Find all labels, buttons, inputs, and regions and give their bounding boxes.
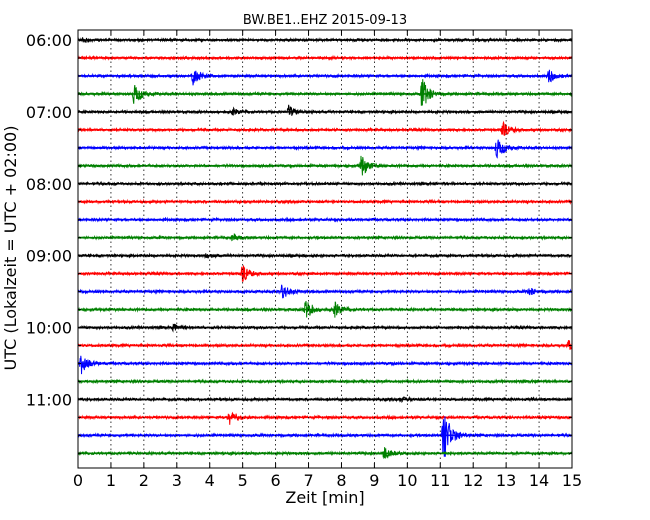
x-tick-label: 8: [336, 471, 346, 490]
x-tick-label: 1: [106, 471, 116, 490]
x-tick-label: 15: [562, 471, 582, 490]
chart-title: BW.BE1..EHZ 2015-09-13: [243, 13, 407, 28]
x-tick-label: 13: [496, 471, 516, 490]
x-axis-label: Zeit [min]: [285, 488, 364, 507]
plot-frame: [77, 29, 573, 469]
trace-1115: [78, 411, 572, 425]
x-tick-label: 6: [271, 471, 281, 490]
x-tick-label: 14: [529, 471, 549, 490]
trace-1130: [78, 416, 572, 457]
y-tick-label: 10:00: [26, 319, 72, 338]
x-tick-label: 4: [205, 471, 215, 490]
y-tick-label: 11:00: [26, 390, 72, 409]
x-tick-label: 9: [369, 471, 379, 490]
trace-0630: [78, 69, 572, 86]
x-tick-label: 11: [430, 471, 450, 490]
x-tick-label: 7: [303, 471, 313, 490]
y-tick-label: 07:00: [26, 103, 72, 122]
x-tick-label: 0: [73, 471, 83, 490]
trace-1030: [78, 355, 572, 375]
grid: [110, 30, 540, 468]
x-tick-label: 3: [172, 471, 182, 490]
x-tick-label: 10: [397, 471, 417, 490]
y-tick-label: 09:00: [26, 247, 72, 266]
traces-area: [78, 36, 572, 459]
trace-0700: [78, 104, 572, 116]
y-axis-label: UTC (Lokalzeit = UTC + 02:00): [1, 126, 20, 371]
x-tick-label: 12: [463, 471, 483, 490]
x-tick-label: 2: [139, 471, 149, 490]
x-tick-label: 5: [238, 471, 248, 490]
trace-0800: [78, 180, 572, 187]
y-tick-label: 08:00: [26, 175, 72, 194]
axes: 0 1 2 3 4 5 6 7 8 9 10 11 12 13 14 1506:0007:0008:0009:…: [26, 29, 582, 490]
y-tick-label: 06:00: [26, 31, 72, 50]
trace-0645: [78, 79, 572, 106]
